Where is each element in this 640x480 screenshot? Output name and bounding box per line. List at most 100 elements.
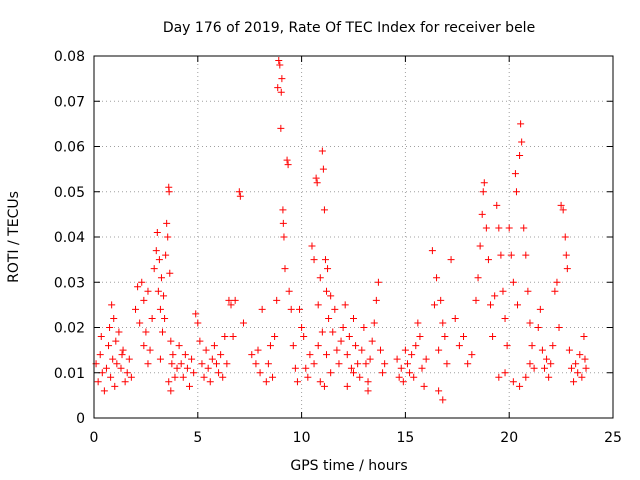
data-point xyxy=(495,224,503,232)
data-point xyxy=(164,233,172,241)
data-point xyxy=(318,328,326,336)
data-point xyxy=(439,319,447,327)
data-point xyxy=(478,210,486,218)
data-point xyxy=(451,314,459,322)
data-point xyxy=(534,324,542,331)
data-point xyxy=(127,373,135,381)
data-point xyxy=(123,369,131,377)
data-point xyxy=(177,360,185,368)
data-point xyxy=(167,387,175,395)
data-point xyxy=(416,333,424,341)
data-point xyxy=(327,369,335,377)
data-point xyxy=(489,333,497,341)
data-point xyxy=(565,346,573,354)
data-point xyxy=(217,351,225,359)
x-tick-label: 15 xyxy=(396,430,414,446)
data-point xyxy=(106,324,114,331)
data-point xyxy=(285,287,293,295)
data-point xyxy=(227,301,235,309)
data-point xyxy=(287,305,295,313)
y-tick-label: 0.06 xyxy=(54,140,85,156)
data-point xyxy=(306,351,314,359)
data-point xyxy=(412,342,420,350)
data-point xyxy=(100,387,108,395)
grid-lines xyxy=(94,56,613,418)
data-point xyxy=(362,360,370,368)
data-point xyxy=(144,287,152,295)
data-point xyxy=(162,251,170,259)
y-tick-label: 0.05 xyxy=(54,185,85,201)
data-point xyxy=(266,342,274,350)
y-axis-ticks: 0 0.01 0.02 0.03 0.04 0.05 0.06 0.07 0.08 xyxy=(54,49,613,427)
data-point xyxy=(347,364,355,372)
data-point xyxy=(264,360,272,368)
data-point xyxy=(460,333,468,341)
data-point xyxy=(173,364,181,372)
data-point xyxy=(370,319,378,327)
data-point xyxy=(543,355,551,363)
data-point xyxy=(188,355,196,363)
data-point xyxy=(379,369,387,377)
data-point xyxy=(350,314,357,322)
data-point xyxy=(479,188,487,196)
data-point xyxy=(406,369,414,377)
data-point xyxy=(570,378,578,386)
data-point xyxy=(435,346,443,354)
data-point xyxy=(520,224,528,232)
data-points xyxy=(92,57,590,404)
data-point xyxy=(428,247,436,255)
data-point xyxy=(545,373,553,381)
x-tick-label: 5 xyxy=(193,430,202,446)
data-point xyxy=(152,247,160,255)
y-tick-label: 0.08 xyxy=(54,49,85,65)
data-point xyxy=(175,342,183,350)
data-point xyxy=(169,351,177,359)
data-point xyxy=(576,351,584,359)
data-point xyxy=(113,360,121,368)
data-point xyxy=(181,351,189,359)
data-point xyxy=(215,369,223,377)
data-point xyxy=(154,287,162,295)
data-point xyxy=(580,333,588,341)
data-point xyxy=(366,355,374,363)
data-point xyxy=(153,228,161,236)
data-point xyxy=(121,378,129,386)
data-point xyxy=(283,156,291,164)
y-tick-label: 0.01 xyxy=(54,366,85,382)
data-point xyxy=(329,328,337,336)
data-point xyxy=(102,364,110,372)
data-point xyxy=(343,351,351,359)
data-point xyxy=(190,369,198,377)
x-tick-label: 20 xyxy=(500,430,518,446)
data-point xyxy=(335,360,343,368)
data-point xyxy=(316,378,324,386)
data-point xyxy=(323,287,331,295)
data-point xyxy=(277,124,285,132)
data-point xyxy=(235,188,243,196)
data-point xyxy=(140,342,148,350)
data-point xyxy=(325,314,333,322)
data-point xyxy=(401,346,409,354)
data-point xyxy=(239,319,247,327)
data-point xyxy=(278,75,286,83)
data-point xyxy=(271,333,279,341)
data-point xyxy=(206,378,214,386)
data-point xyxy=(468,351,476,359)
data-point xyxy=(561,233,569,241)
data-point xyxy=(316,274,324,282)
data-point xyxy=(156,305,164,313)
data-point xyxy=(503,342,511,350)
data-point xyxy=(320,206,328,214)
data-point xyxy=(221,333,229,341)
data-point xyxy=(109,355,117,363)
data-point xyxy=(464,360,472,368)
data-point xyxy=(339,324,347,331)
data-point xyxy=(540,364,548,372)
data-point xyxy=(374,278,382,286)
data-point xyxy=(408,351,416,359)
x-tick-label: 0 xyxy=(90,430,99,446)
data-point xyxy=(474,274,482,282)
data-point xyxy=(97,333,105,341)
data-point xyxy=(167,337,175,345)
data-point xyxy=(518,138,526,146)
